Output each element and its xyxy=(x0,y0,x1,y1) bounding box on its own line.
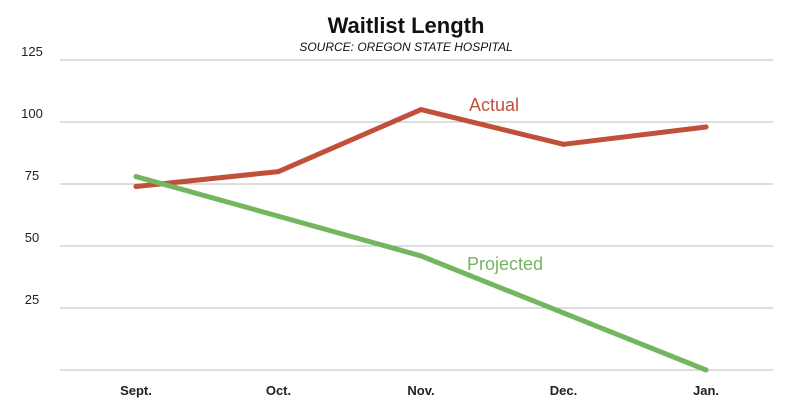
data-point-actual xyxy=(276,169,281,175)
x-tick-label: Sept. xyxy=(120,383,152,398)
y-tick-label: 100 xyxy=(21,106,43,121)
data-point-actual xyxy=(133,183,139,189)
x-tick-label: Jan. xyxy=(693,383,719,398)
x-axis-ticks: Sept. Oct. Nov. Dec. Jan. xyxy=(120,383,719,398)
chart-subtitle: SOURCE: OREGON STATE HOSPITAL xyxy=(299,40,512,54)
data-point-projected xyxy=(276,213,281,219)
series-line-projected xyxy=(133,174,709,373)
data-point-projected xyxy=(561,310,566,316)
x-tick-label: Nov. xyxy=(407,383,434,398)
series-labels: Actual Projected xyxy=(467,95,543,274)
series-label-actual: Actual xyxy=(469,95,519,115)
data-point-actual xyxy=(703,124,709,130)
x-tick-label: Dec. xyxy=(550,383,577,398)
data-point-projected xyxy=(418,253,424,259)
chart-title: Waitlist Length xyxy=(328,13,485,38)
data-point-projected xyxy=(703,367,709,373)
y-tick-label: 50 xyxy=(25,230,39,245)
x-tick-label: Oct. xyxy=(266,383,291,398)
data-point-projected xyxy=(133,174,139,180)
gridlines xyxy=(60,59,773,371)
y-tick-label: 125 xyxy=(21,44,43,59)
series-label-projected: Projected xyxy=(467,254,543,274)
data-point-actual xyxy=(418,107,424,113)
y-axis-ticks: 25 50 75 100 125 xyxy=(21,44,43,307)
y-tick-label: 75 xyxy=(25,168,39,183)
data-point-actual xyxy=(561,141,566,147)
series-line-actual xyxy=(133,107,709,189)
y-tick-label: 25 xyxy=(25,292,39,307)
series-lines xyxy=(133,107,709,373)
